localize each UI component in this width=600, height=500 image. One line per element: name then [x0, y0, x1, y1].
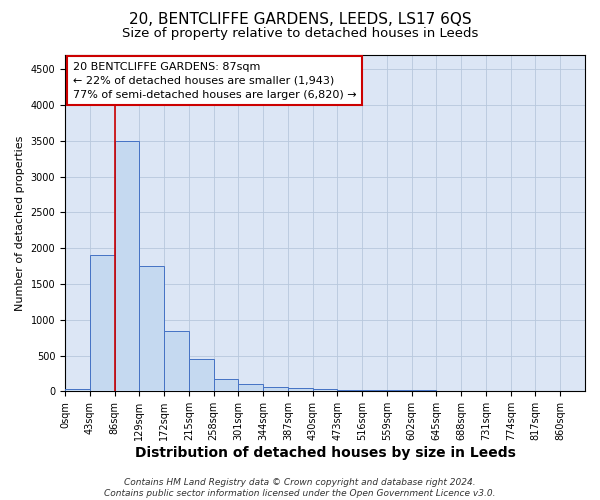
X-axis label: Distribution of detached houses by size in Leeds: Distribution of detached houses by size … [134, 446, 515, 460]
Bar [387, 390, 412, 392]
Text: 20, BENTCLIFFE GARDENS, LEEDS, LS17 6QS: 20, BENTCLIFFE GARDENS, LEEDS, LS17 6QS [128, 12, 472, 28]
Bar [164, 330, 189, 392]
Bar [189, 359, 214, 392]
Bar [65, 389, 90, 392]
Bar [412, 390, 436, 392]
Bar [337, 390, 362, 392]
Bar [288, 388, 313, 392]
Bar [90, 256, 115, 392]
Bar [263, 387, 288, 392]
Bar [461, 391, 486, 392]
Bar [139, 266, 164, 392]
Bar [436, 390, 461, 392]
Bar [238, 384, 263, 392]
Bar [115, 141, 139, 392]
Bar [313, 389, 337, 392]
Bar [214, 379, 238, 392]
Text: Contains HM Land Registry data © Crown copyright and database right 2024.
Contai: Contains HM Land Registry data © Crown c… [104, 478, 496, 498]
Bar [362, 390, 387, 392]
Text: Size of property relative to detached houses in Leeds: Size of property relative to detached ho… [122, 28, 478, 40]
Y-axis label: Number of detached properties: Number of detached properties [15, 136, 25, 311]
Text: 20 BENTCLIFFE GARDENS: 87sqm
← 22% of detached houses are smaller (1,943)
77% of: 20 BENTCLIFFE GARDENS: 87sqm ← 22% of de… [73, 62, 356, 100]
